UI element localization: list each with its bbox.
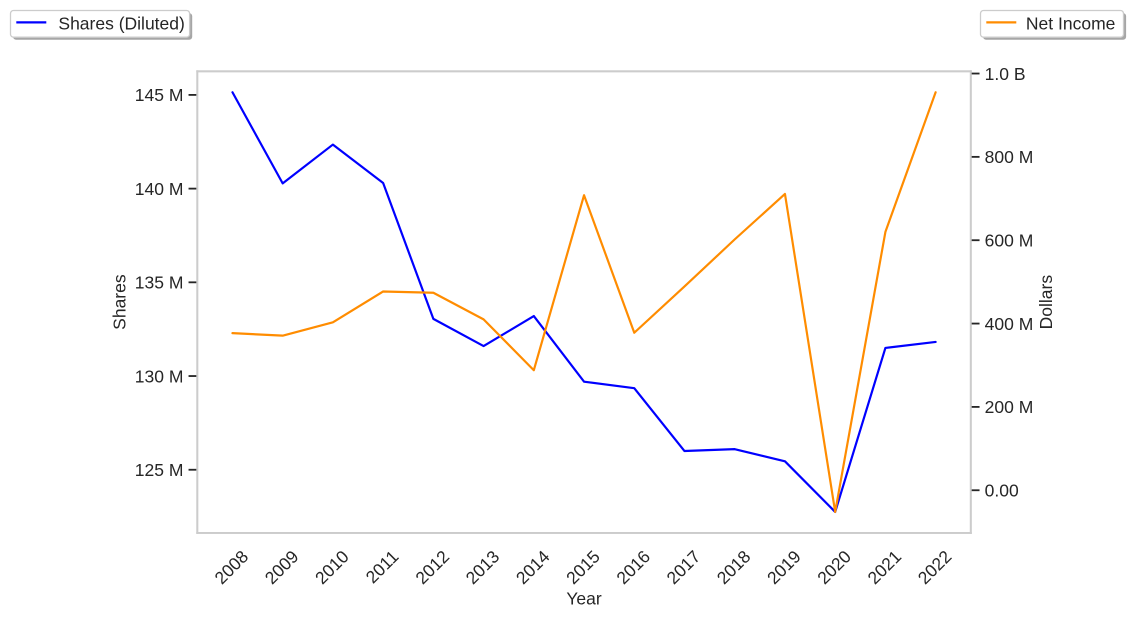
svg-text:130 M: 130 M: [135, 366, 184, 386]
svg-text:140 M: 140 M: [135, 179, 184, 199]
svg-text:135 M: 135 M: [135, 273, 184, 293]
svg-text:125 M: 125 M: [135, 460, 184, 480]
svg-text:Shares (Diluted): Shares (Diluted): [58, 14, 184, 34]
svg-text:145 M: 145 M: [135, 85, 184, 105]
svg-text:0.00: 0.00: [985, 481, 1019, 501]
svg-text:200 M: 200 M: [985, 397, 1034, 417]
svg-text:Shares: Shares: [109, 274, 129, 330]
svg-text:600 M: 600 M: [985, 231, 1034, 251]
svg-text:Net Income: Net Income: [1026, 14, 1115, 34]
svg-text:800 M: 800 M: [985, 147, 1034, 167]
svg-text:400 M: 400 M: [985, 314, 1034, 334]
svg-text:Year: Year: [566, 588, 602, 608]
svg-text:Dollars: Dollars: [1036, 275, 1056, 330]
svg-text:1.0 B: 1.0 B: [985, 64, 1026, 84]
